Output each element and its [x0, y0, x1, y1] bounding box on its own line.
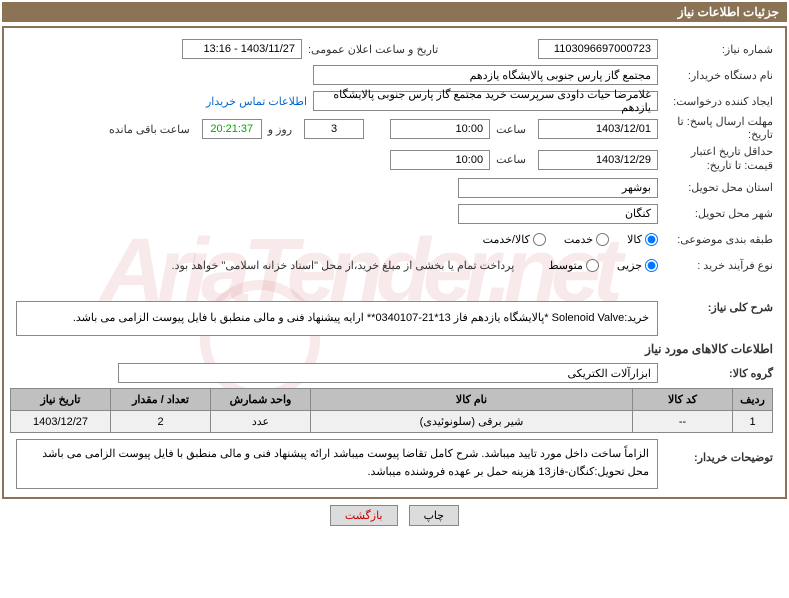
row-category: طبقه بندی موضوعی: کالا خدمت کالا/خدمت: [10, 229, 773, 251]
td-date: 1403/12/27: [11, 411, 111, 433]
td-qty: 2: [111, 411, 211, 433]
item-group-field: ابزارآلات الکتریکی: [118, 363, 658, 383]
announce-label: تاریخ و ساعت اعلان عمومی:: [302, 43, 532, 56]
buyer-notes-label: توضیحات خریدار:: [658, 439, 773, 464]
radio-goods-service-label[interactable]: کالا/خدمت: [483, 233, 546, 246]
radio-medium-label[interactable]: متوسط: [548, 259, 599, 272]
deadline-label: مهلت ارسال پاسخ: تا تاریخ:: [658, 116, 773, 142]
countdown-timer: 20:21:37: [202, 119, 262, 139]
main-container: جزئیات اطلاعات نیاز شماره نیاز: 11030966…: [0, 0, 789, 530]
process-label: نوع فرآیند خرید :: [658, 259, 773, 272]
items-section-title: اطلاعات کالاهای مورد نیاز: [10, 342, 773, 356]
validity-date: 1403/12/29: [538, 150, 658, 170]
validity-time: 10:00: [390, 150, 490, 170]
table-header-row: ردیف کد کالا نام کالا واحد شمارش تعداد /…: [11, 389, 773, 411]
radio-medium[interactable]: [586, 259, 599, 272]
th-name: نام کالا: [311, 389, 633, 411]
radio-goods[interactable]: [645, 233, 658, 246]
province-label: استان محل تحویل:: [658, 181, 773, 194]
need-number-label: شماره نیاز:: [658, 43, 773, 56]
row-need-number: شماره نیاز: 1103096697000723 تاریخ و ساع…: [10, 38, 773, 60]
row-buyer-org: نام دستگاه خریدار: مجتمع گاز پارس جنوبی …: [10, 64, 773, 86]
row-deadline: مهلت ارسال پاسخ: تا تاریخ: 1403/12/01 سا…: [10, 116, 773, 142]
radio-service[interactable]: [596, 233, 609, 246]
back-button[interactable]: بازگشت: [330, 505, 398, 526]
buyer-notes-box: الزاماً ساخت داخل مورد تایید میباشد. شرح…: [16, 439, 658, 488]
contact-buyer-link[interactable]: اطلاعات تماس خریدار: [206, 95, 307, 108]
deadline-time: 10:00: [390, 119, 490, 139]
requester-field: غلامرضا حیات داودی سرپرست خرید مجتمع گاز…: [313, 91, 658, 111]
td-code: --: [633, 411, 733, 433]
need-number-field: 1103096697000723: [538, 39, 658, 59]
td-unit: عدد: [211, 411, 311, 433]
row-validity: حداقل تاریخ اعتبار قیمت: تا تاریخ: 1403/…: [10, 146, 773, 172]
th-date: تاریخ نیاز: [11, 389, 111, 411]
panel-title: جزئیات اطلاعات نیاز: [678, 5, 779, 19]
category-label: طبقه بندی موضوعی:: [658, 233, 773, 246]
city-label: شهر محل تحویل:: [658, 207, 773, 220]
row-province: استان محل تحویل: بوشهر: [10, 177, 773, 199]
panel-header: جزئیات اطلاعات نیاز: [2, 2, 787, 22]
payment-note: پرداخت تمام یا بخشی از مبلغ خرید،از محل …: [172, 257, 515, 274]
hour-label-1: ساعت: [490, 123, 532, 136]
days-label: روز و: [262, 123, 298, 136]
deadline-date: 1403/12/01: [538, 119, 658, 139]
row-city: شهر محل تحویل: کنگان: [10, 203, 773, 225]
row-buyer-notes: توضیحات خریدار: الزاماً ساخت داخل مورد ت…: [10, 439, 773, 488]
radio-partial[interactable]: [645, 259, 658, 272]
buyer-org-label: نام دستگاه خریدار:: [658, 69, 773, 82]
td-name: شیر برقی (سلونوئیدی): [311, 411, 633, 433]
city-field: کنگان: [458, 204, 658, 224]
row-general-desc: شرح کلی نیاز: خرید:Solenoid Valve *پالای…: [10, 301, 773, 337]
process-radio-group: جزیی متوسط: [534, 259, 658, 272]
row-process: نوع فرآیند خرید : جزیی متوسط پرداخت تمام…: [10, 255, 773, 277]
days-remaining: 3: [304, 119, 364, 139]
announce-value: 1403/11/27 - 13:16: [182, 39, 302, 59]
validity-label: حداقل تاریخ اعتبار قیمت: تا تاریخ:: [658, 146, 773, 172]
radio-goods-service[interactable]: [533, 233, 546, 246]
print-button[interactable]: چاپ: [409, 505, 460, 526]
requester-label: ایجاد کننده درخواست:: [658, 95, 773, 108]
radio-service-label[interactable]: خدمت: [564, 233, 609, 246]
row-requester: ایجاد کننده درخواست: غلامرضا حیات داودی …: [10, 90, 773, 112]
hour-label-2: ساعت: [490, 153, 532, 166]
general-desc-box: خرید:Solenoid Valve *پالایشگاه یازدهم فا…: [16, 301, 658, 337]
th-code: کد کالا: [633, 389, 733, 411]
province-field: بوشهر: [458, 178, 658, 198]
buyer-org-field: مجتمع گاز پارس جنوبی پالایشگاه یازدهم: [313, 65, 658, 85]
category-radio-group: کالا خدمت کالا/خدمت: [469, 233, 658, 246]
row-item-group: گروه کالا: ابزارآلات الکتریکی: [10, 362, 773, 384]
radio-partial-label[interactable]: جزیی: [617, 259, 658, 272]
item-group-label: گروه کالا:: [658, 367, 773, 380]
details-panel: شماره نیاز: 1103096697000723 تاریخ و ساع…: [2, 26, 787, 499]
table-row: 1 -- شیر برقی (سلونوئیدی) عدد 2 1403/12/…: [11, 411, 773, 433]
general-desc-label: شرح کلی نیاز:: [658, 301, 773, 314]
th-unit: واحد شمارش: [211, 389, 311, 411]
radio-goods-label[interactable]: کالا: [627, 233, 658, 246]
footer-buttons: چاپ بازگشت: [2, 499, 787, 528]
remaining-label: ساعت باقی مانده: [103, 123, 196, 136]
items-table: ردیف کد کالا نام کالا واحد شمارش تعداد /…: [10, 388, 773, 433]
td-index: 1: [733, 411, 773, 433]
th-qty: تعداد / مقدار: [111, 389, 211, 411]
th-index: ردیف: [733, 389, 773, 411]
